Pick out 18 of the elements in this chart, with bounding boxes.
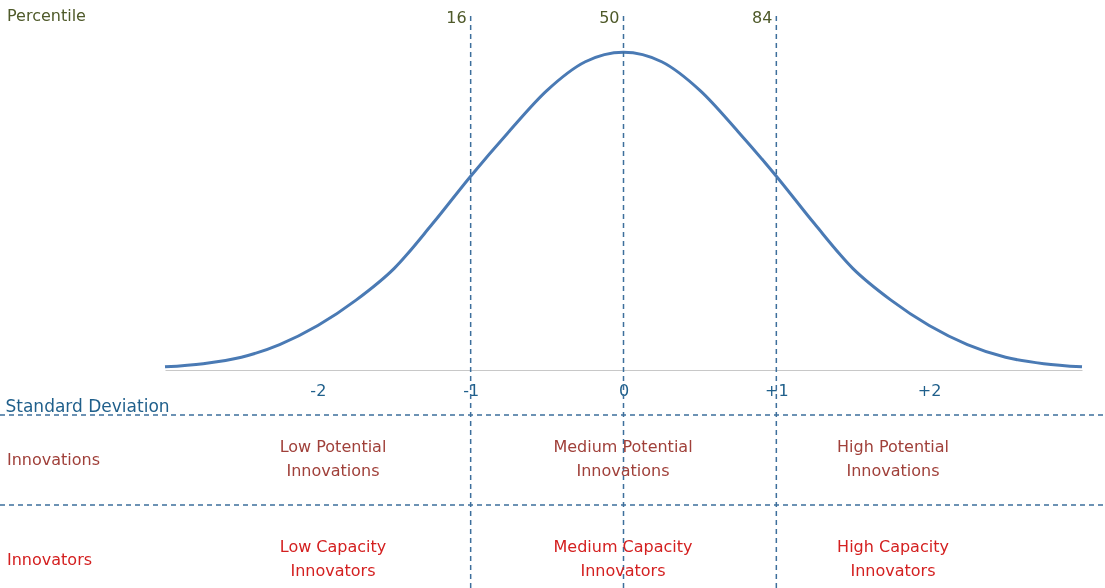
- text: Percentile: [7, 6, 86, 25]
- x-tick-label: -1: [463, 380, 480, 400]
- text: Low Potential Innovations: [279, 437, 387, 480]
- text: Low Capacity Innovators: [279, 537, 387, 580]
- x-tick-label: +1: [765, 380, 789, 400]
- text: High Capacity Innovators: [837, 537, 949, 580]
- x-tick-label: +2: [917, 380, 942, 400]
- annotation: 50: [599, 8, 620, 27]
- text: Medium Capacity Innovators: [553, 537, 693, 580]
- text: Innovators: [7, 550, 93, 569]
- text: Innovations: [7, 450, 101, 469]
- annotation: 16: [446, 8, 467, 27]
- annotation: 84: [751, 8, 773, 27]
- x-axis-title: Standard Deviation: [5, 395, 170, 416]
- text: High Potential Innovations: [837, 437, 949, 480]
- x-tick-label: -2: [310, 380, 327, 400]
- text: Medium Potential Innovations: [553, 437, 693, 480]
- x-tick-label: 0: [618, 380, 630, 400]
